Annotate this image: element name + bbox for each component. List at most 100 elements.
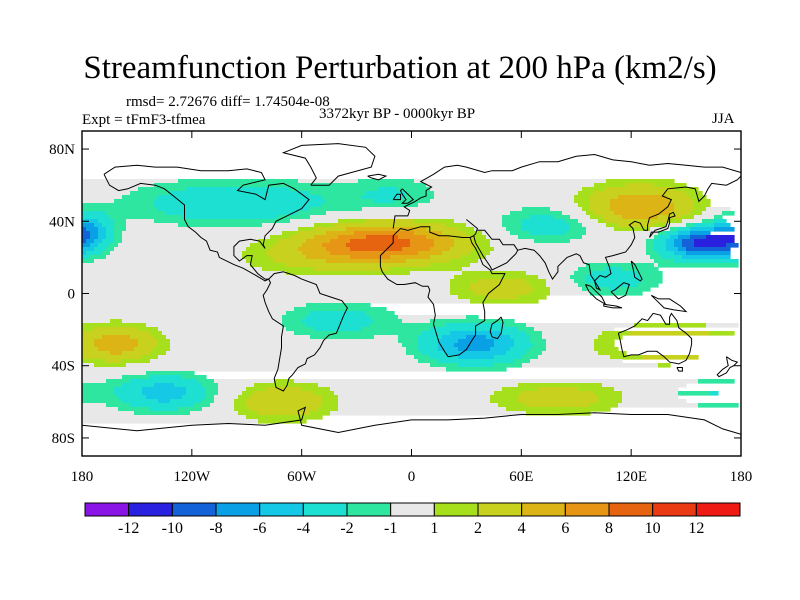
field-cell [390,255,431,260]
field-cell [102,251,111,256]
field-cell [594,211,615,216]
field-cell [334,223,447,228]
field-cell [706,207,731,212]
field-cell [670,235,679,240]
field-cell [138,339,159,344]
field-cell [106,231,115,236]
field-cell [678,227,691,232]
field-cell [338,235,367,240]
field-cell [466,231,483,236]
field-cell [82,335,103,340]
field-cell [98,235,107,240]
field-cell [514,359,531,364]
field-cell [178,407,203,412]
field-cell [474,227,507,232]
field-cell [442,231,467,236]
field-cell [82,367,447,372]
coastline [399,188,415,204]
field-cell [594,339,615,344]
colorbar-label: -10 [162,520,183,537]
field-cell [298,179,359,184]
field-cell [82,383,123,388]
field-cell [366,311,395,316]
field-cell [90,243,99,248]
field-cell [106,211,167,216]
field-cell [90,231,99,236]
field-cell [474,239,491,244]
field-cell [82,403,107,408]
field-cell [98,243,111,248]
field-cell [410,243,435,248]
field-cell [586,227,615,232]
colorbar-label: 1 [430,520,438,537]
field-cell [546,283,579,288]
field-cell [430,247,451,252]
field-cell [138,327,159,332]
field-cell [498,403,527,408]
field-cell [182,375,207,380]
field-cell [94,327,139,332]
field-cell [326,231,355,236]
field-cell [290,187,379,192]
field-cell [530,347,547,352]
field-cell [278,239,307,244]
field-cell [594,347,619,352]
field-cell [406,195,435,200]
field-cell [578,219,599,224]
field-cell [266,251,303,256]
field-cell [314,391,335,396]
field-cell [330,387,503,392]
field-cell [490,243,647,248]
field-cell [86,251,103,256]
field-cell [510,231,531,236]
field-cell [254,383,319,388]
coastline [610,282,630,300]
field-cell [518,295,547,300]
field-cell [710,331,735,336]
field-cell [654,247,667,252]
field-cell [530,231,567,236]
field-cell [534,343,547,348]
field-cell [274,243,303,248]
field-cell [82,311,287,316]
field-cell [454,239,475,244]
field-cell [122,235,271,240]
coastline [649,211,676,238]
field-cell [446,367,507,372]
field-cell [306,315,371,320]
field-cell [314,235,339,240]
field-cell [418,339,439,344]
field-cell [150,375,183,380]
field-cell [106,379,131,384]
field-cell [466,223,503,228]
field-cell [338,219,367,224]
field-cell [466,335,487,340]
field-cell [502,223,523,228]
field-cell [242,391,255,396]
field-cell [338,399,491,404]
field-cell [174,383,203,388]
field-cell [86,227,99,232]
colorbar-label: 8 [605,520,613,537]
field-cell [586,275,643,280]
field-cell [234,399,247,404]
field-cell [246,387,267,392]
field-cell [454,243,479,248]
field-cell [82,271,287,276]
field-cell [666,239,675,244]
field-cell [158,399,171,404]
field-cell [638,271,663,276]
field-cell [474,235,487,240]
field-cell [418,203,579,208]
field-cell [590,199,611,204]
field-cell [114,231,123,236]
field-cell [614,227,651,232]
field-cell [206,391,219,396]
field-cell [322,403,339,408]
field-cell [682,219,703,224]
field-cell [246,415,323,420]
field-cell [298,231,327,236]
field-cell [538,387,579,392]
field-cell [666,223,687,228]
field-cell [186,391,207,396]
